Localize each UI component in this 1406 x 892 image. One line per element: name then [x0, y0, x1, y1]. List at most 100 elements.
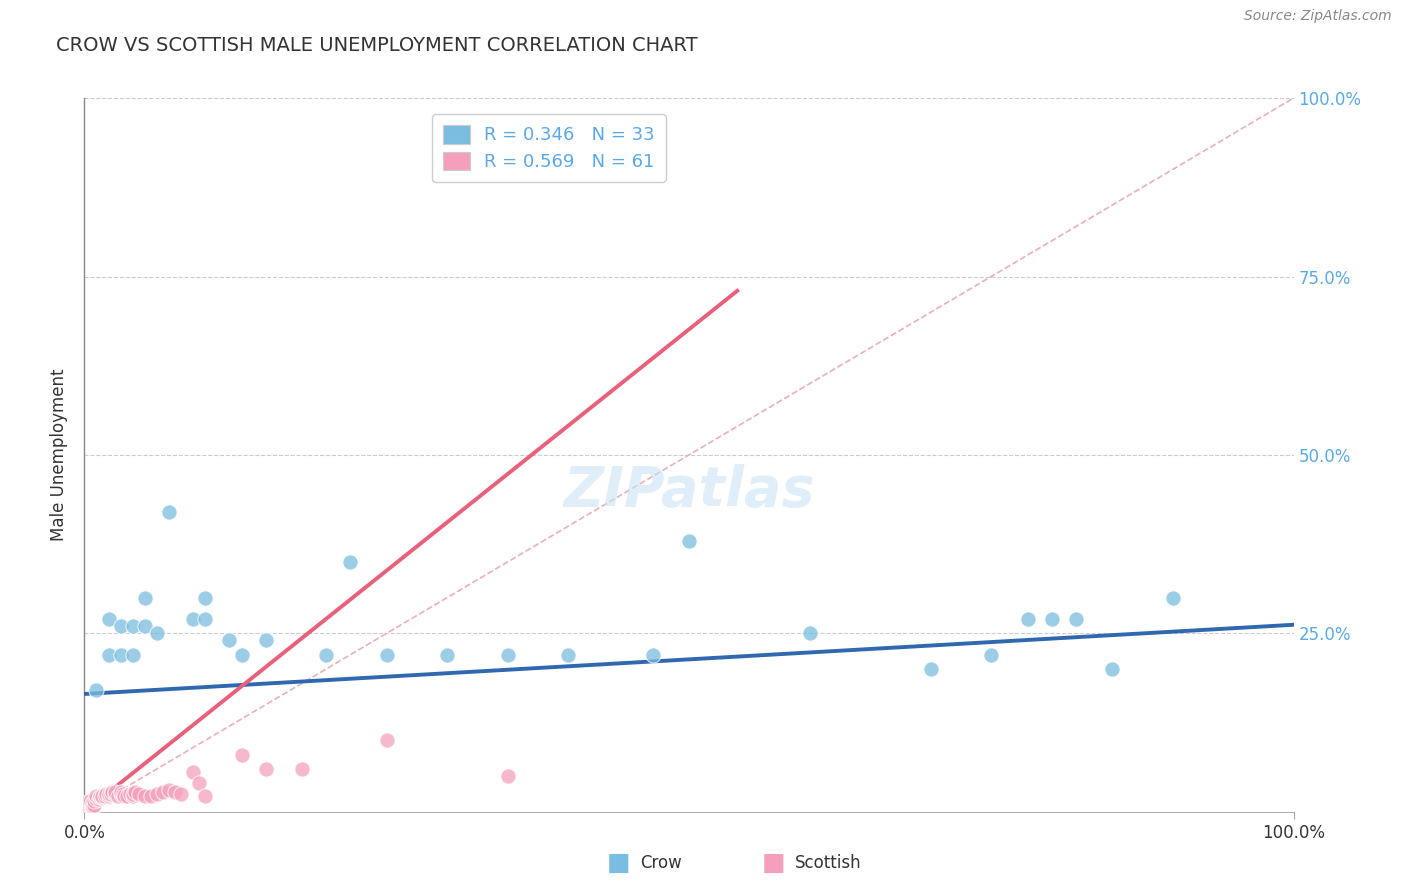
Point: [110, 787, 132, 801]
Point: [194, 612, 217, 626]
Point: [110, 785, 132, 799]
Point: [1101, 662, 1123, 676]
Point: [170, 787, 193, 801]
Point: [104, 785, 127, 799]
Text: ■: ■: [607, 851, 630, 874]
Point: [97, 787, 120, 801]
Point: [641, 648, 664, 662]
Point: [83, 797, 105, 812]
Point: [188, 776, 211, 790]
Text: Crow: Crow: [640, 854, 682, 871]
Point: [110, 648, 132, 662]
Point: [79, 801, 101, 815]
Legend: R = 0.346   N = 33, R = 0.569   N = 61: R = 0.346 N = 33, R = 0.569 N = 61: [432, 114, 666, 182]
Point: [557, 648, 579, 662]
Point: [89, 790, 111, 805]
Point: [218, 633, 240, 648]
Point: [110, 619, 132, 633]
Point: [436, 648, 458, 662]
Text: Scottish: Scottish: [794, 854, 860, 871]
Point: [97, 648, 120, 662]
Point: [77, 801, 100, 815]
Point: [315, 648, 337, 662]
Point: [496, 648, 519, 662]
Point: [254, 762, 277, 776]
Point: [77, 796, 100, 810]
Point: [120, 787, 142, 801]
Point: [920, 662, 942, 676]
Point: [112, 789, 135, 803]
Point: [91, 789, 114, 803]
Point: [86, 789, 108, 803]
Point: [77, 799, 100, 814]
Point: [100, 787, 122, 801]
Point: [1161, 591, 1184, 605]
Point: [146, 787, 169, 801]
Point: [181, 765, 204, 780]
Point: [375, 648, 398, 662]
Point: [678, 533, 700, 548]
Point: [152, 785, 174, 799]
Point: [86, 683, 108, 698]
Point: [107, 789, 129, 803]
Point: [80, 799, 103, 814]
Point: [496, 769, 519, 783]
Point: [980, 648, 1002, 662]
Point: [134, 789, 156, 803]
Point: [115, 789, 138, 803]
Point: [146, 626, 169, 640]
Point: [157, 505, 180, 519]
Point: [80, 796, 103, 810]
Point: [121, 619, 143, 633]
Point: [254, 633, 277, 648]
Point: [124, 785, 146, 799]
Point: [87, 792, 110, 806]
Point: [799, 626, 821, 640]
Point: [194, 591, 217, 605]
Point: [194, 789, 217, 803]
Point: [1064, 612, 1087, 626]
Point: [82, 801, 104, 815]
Point: [134, 591, 156, 605]
Point: [128, 787, 150, 801]
Point: [76, 801, 98, 815]
Text: Source: ZipAtlas.com: Source: ZipAtlas.com: [1244, 9, 1392, 23]
Text: CROW VS SCOTTISH MALE UNEMPLOYMENT CORRELATION CHART: CROW VS SCOTTISH MALE UNEMPLOYMENT CORRE…: [56, 36, 697, 54]
Point: [94, 789, 117, 803]
Point: [1017, 612, 1039, 626]
Point: [121, 648, 143, 662]
Point: [86, 792, 108, 806]
Point: [339, 555, 361, 569]
Point: [79, 799, 101, 814]
Point: [77, 796, 100, 810]
Point: [83, 794, 105, 808]
Point: [165, 785, 187, 799]
Point: [375, 733, 398, 747]
Point: [291, 762, 314, 776]
Point: [134, 619, 156, 633]
Point: [77, 794, 100, 808]
Point: [101, 785, 124, 799]
Point: [82, 799, 104, 814]
Point: [1040, 612, 1063, 626]
Point: [76, 799, 98, 814]
Y-axis label: Male Unemployment: Male Unemployment: [51, 368, 69, 541]
Point: [89, 789, 111, 803]
Point: [121, 789, 143, 803]
Point: [80, 801, 103, 815]
Point: [181, 612, 204, 626]
Point: [97, 612, 120, 626]
Point: [97, 789, 120, 803]
Point: [231, 648, 253, 662]
Point: [77, 799, 100, 814]
Point: [91, 790, 114, 805]
Point: [94, 787, 117, 801]
Point: [231, 747, 253, 762]
Text: ZIPatlas: ZIPatlas: [564, 464, 814, 517]
Point: [121, 787, 143, 801]
Point: [157, 783, 180, 797]
Point: [139, 789, 162, 803]
Point: [79, 794, 101, 808]
Point: [104, 787, 127, 801]
Point: [112, 787, 135, 801]
